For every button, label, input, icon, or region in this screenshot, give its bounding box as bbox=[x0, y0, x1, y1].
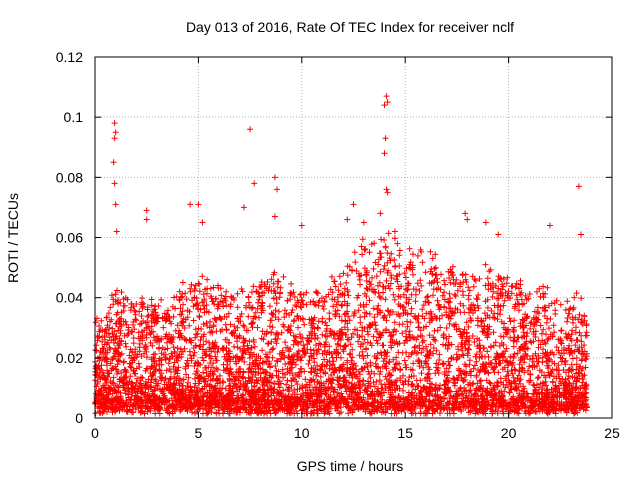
y-tick-label: 0.1 bbox=[64, 109, 84, 125]
roti-outlier-point bbox=[391, 228, 398, 235]
roti-outlier-point bbox=[143, 216, 150, 223]
roti-outlier-point bbox=[112, 129, 119, 136]
roti-outlier-point bbox=[247, 126, 254, 133]
roti-outlier-point bbox=[271, 174, 278, 181]
roti-outlier-point bbox=[111, 180, 118, 187]
x-tick-label: 0 bbox=[91, 425, 99, 441]
x-tick-label: 5 bbox=[195, 425, 203, 441]
roti-outlier-point bbox=[112, 201, 119, 208]
y-tick-label: 0.06 bbox=[56, 230, 83, 246]
roti-outlier-point bbox=[384, 189, 391, 196]
roti-outlier-point bbox=[360, 219, 367, 226]
x-tick-label: 15 bbox=[397, 425, 413, 441]
roti-outlier-point bbox=[381, 102, 388, 109]
roti-outlier-point bbox=[187, 201, 194, 208]
roti-outlier-point bbox=[464, 216, 471, 223]
y-tick-label: 0.12 bbox=[56, 49, 83, 65]
roti-outlier-point bbox=[382, 135, 389, 142]
roti-outlier-point bbox=[113, 228, 120, 235]
roti-outlier-point bbox=[546, 222, 553, 229]
grid-lines bbox=[95, 57, 612, 418]
y-tick-label: 0.08 bbox=[56, 169, 83, 185]
roti-outlier-point bbox=[482, 219, 489, 226]
x-tick-label: 25 bbox=[604, 425, 620, 441]
y-tick-label: 0.04 bbox=[56, 290, 83, 306]
roti-outlier-point bbox=[143, 207, 150, 214]
x-tick-label: 20 bbox=[501, 425, 517, 441]
roti-outlier-point bbox=[195, 201, 202, 208]
roti-outlier-point bbox=[384, 99, 391, 106]
roti-outlier-point bbox=[240, 204, 247, 211]
roti-outlier-point bbox=[344, 216, 351, 223]
roti-outlier-point bbox=[111, 120, 118, 127]
roti-outlier-point bbox=[111, 135, 118, 142]
roti-outlier-point bbox=[298, 222, 305, 229]
roti-outlier-point bbox=[383, 93, 390, 100]
roti-outlier-point bbox=[383, 186, 390, 193]
chart-title: Day 013 of 2016, Rate Of TEC Index for r… bbox=[186, 19, 514, 35]
roti-outlier-point bbox=[575, 183, 582, 190]
roti-outlier-point bbox=[350, 201, 357, 208]
roti-outlier-point bbox=[462, 210, 469, 217]
roti-outlier-point bbox=[271, 213, 278, 220]
roti-outlier-point bbox=[199, 219, 206, 226]
roti-outlier-point bbox=[251, 180, 258, 187]
axis-ticks: 0 5 10 15 20 25 0 0.02 0.04 0.06 0.08 0.1 0.12 bbox=[56, 49, 620, 441]
roti-outlier-point bbox=[577, 231, 584, 238]
scatter-points bbox=[92, 93, 590, 417]
x-tick-label: 10 bbox=[294, 425, 310, 441]
roti-outlier-point bbox=[495, 231, 502, 238]
x-axis-label: GPS time / hours bbox=[297, 458, 404, 474]
roti-point-cloud bbox=[92, 230, 590, 417]
y-tick-label: 0.02 bbox=[56, 350, 83, 366]
roti-outlier-point bbox=[381, 150, 388, 157]
y-axis-label: ROTI / TECUs bbox=[5, 193, 21, 283]
roti-outlier-point bbox=[377, 210, 384, 217]
y-tick-label: 0 bbox=[75, 410, 83, 426]
roti-outlier-point bbox=[273, 186, 280, 193]
roti-outlier-point bbox=[110, 159, 117, 166]
